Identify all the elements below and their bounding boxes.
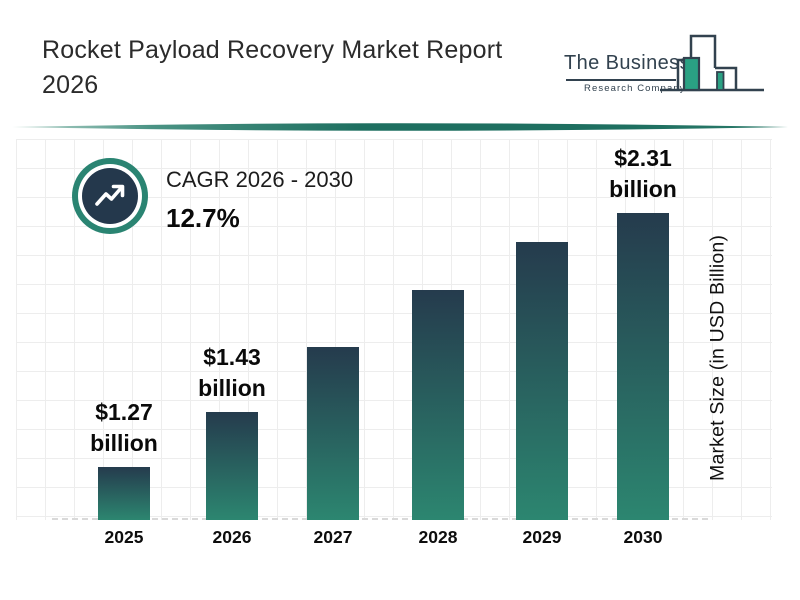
divider-lens [12,123,788,131]
cagr-badge [72,158,148,234]
bar-2027 [307,347,359,520]
y-axis-label: Market Size (in USD Billion) [706,234,729,481]
x-axis-line [52,518,708,520]
x-tick-2027: 2027 [313,527,353,547]
value-label-2026: $1.43 billion [198,344,266,401]
value-label-2025: $1.27 billion [90,399,158,456]
value-label-2030: $2.31 billion [609,145,677,202]
x-tick-2026: 2026 [212,527,252,547]
bar-2025 [98,467,150,520]
logo-text-line1: The Business [564,52,690,74]
x-tick-2025: 2025 [104,527,144,547]
bar-2028 [412,290,464,520]
company-logo: The Business Research Company [558,28,773,108]
page-title: Rocket Payload Recovery Market Report 20… [42,36,503,99]
logo-bars-icon [660,34,764,92]
cagr-value: 12.7% [166,203,240,233]
bar-2026 [206,412,258,520]
x-tick-2030: 2030 [623,527,663,547]
logo-text-line2: Research Company [584,83,686,94]
x-tick-2028: 2028 [418,527,458,547]
logo-underline [566,79,676,81]
x-tick-2029: 2029 [522,527,562,547]
bar-2029 [516,242,568,520]
cagr-label: CAGR 2026 - 2030 [166,167,354,192]
trend-up-icon [82,168,138,224]
bar-2030 [617,213,669,520]
